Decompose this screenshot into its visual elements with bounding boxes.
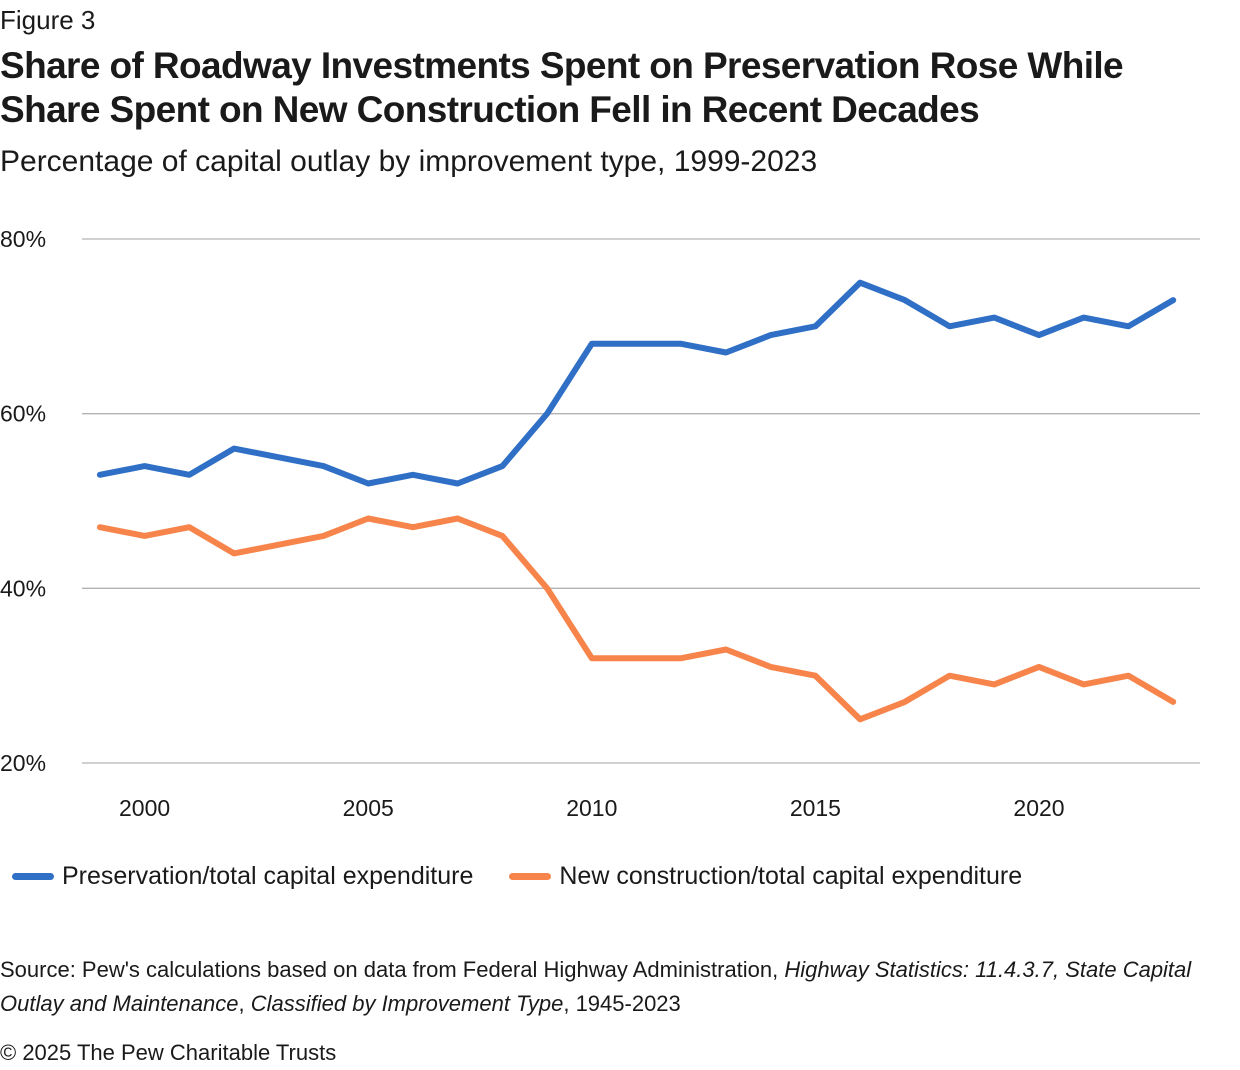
legend-item-new-construction: New construction/total capital expenditu… [509,858,1022,894]
source-note: Source: Pew's calculations based on data… [0,953,1230,1021]
x-tick-label: 2005 [343,795,394,821]
line-chart: 20% 40% 60% 80% 2000 2005 2010 2015 2020 [0,226,1200,821]
x-tick-label: 2000 [119,795,170,821]
source-title-italic: Highway Statistics: 11.4.3.7, State Capi… [0,957,1192,1016]
source-separator: , [238,991,251,1016]
x-tick-label: 2020 [1013,795,1064,821]
chart-legend: Preservation/total capital expenditure N… [12,858,1058,894]
x-tick-label: 2015 [790,795,841,821]
legend-label-new-construction: New construction/total capital expenditu… [559,862,1023,890]
source-text: Source: Pew's calculations based on data… [0,957,785,982]
y-tick-label: 80% [0,226,46,252]
y-tick-label: 40% [0,575,46,601]
series-line-preservation [96,279,1177,487]
copyright: © 2025 The Pew Charitable Trusts [0,1040,337,1065]
chart-title: Share of Roadway Investments Spent on Pr… [0,45,1124,130]
legend-item-preservation: Preservation/total capital expenditure [12,858,473,894]
x-tick-label: 2010 [566,795,617,821]
figure-label: Figure 3 [0,5,96,35]
source-date-range: , 1945-2023 [563,991,681,1016]
source-subtitle-italic: Classified by Improvement Type [250,991,564,1016]
legend-label-preservation: Preservation/total capital expenditure [62,862,474,890]
chart-subtitle: Percentage of capital outlay by improvem… [0,145,818,178]
series-line-new-construction [96,515,1177,723]
y-tick-label: 60% [0,401,46,427]
legend-swatch-preservation [12,872,54,880]
legend-swatch-new-construction [509,872,552,880]
y-tick-label: 20% [0,750,46,776]
